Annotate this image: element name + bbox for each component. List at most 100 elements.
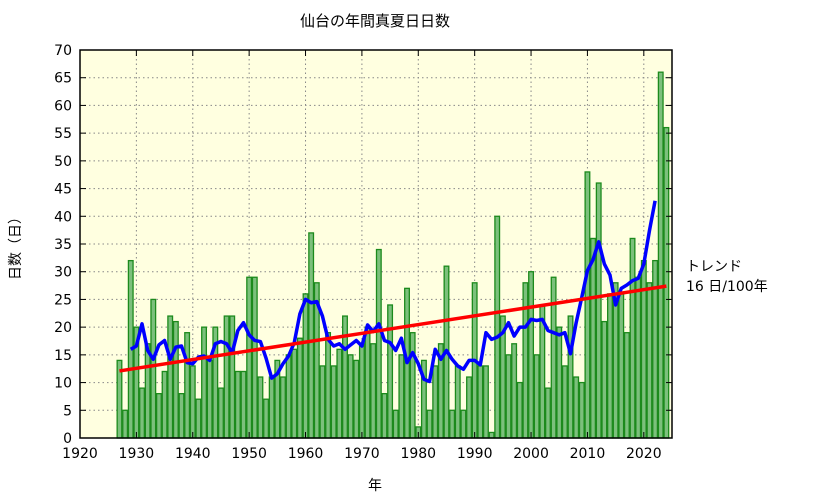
y-tick-label: 40 — [54, 209, 72, 225]
bar — [629, 237, 636, 439]
bar — [663, 126, 670, 439]
bar — [206, 359, 213, 439]
bar — [567, 315, 574, 439]
bar — [155, 393, 162, 439]
x-tick-label: 1970 — [344, 446, 380, 462]
bar — [466, 376, 472, 439]
y-tick-label: 20 — [54, 320, 72, 336]
bar — [229, 315, 236, 439]
bar — [449, 409, 456, 439]
bar — [454, 365, 461, 439]
x-tick-label: 1980 — [400, 446, 436, 462]
bar — [217, 387, 224, 439]
bar — [590, 237, 597, 439]
bar — [544, 387, 551, 439]
bar — [601, 320, 608, 439]
trend-rate-label: 16 日/100年 — [686, 279, 768, 295]
bar — [528, 271, 535, 439]
bar — [375, 248, 382, 439]
bar — [347, 354, 354, 439]
bar — [223, 315, 230, 439]
x-axis-label: 年 — [368, 478, 382, 494]
bar — [330, 365, 337, 439]
bar — [251, 276, 258, 439]
y-tick-label: 10 — [54, 376, 72, 392]
bar — [595, 182, 602, 439]
bar — [308, 232, 315, 439]
x-tick-label: 1930 — [119, 446, 155, 462]
bar — [280, 376, 286, 439]
bar — [550, 276, 557, 439]
bar — [336, 348, 343, 439]
bar — [319, 365, 326, 439]
y-tick-label: 15 — [54, 348, 72, 364]
bar — [358, 343, 365, 439]
bar — [387, 304, 394, 439]
bar — [364, 326, 371, 439]
chart-title: 仙台の年間真夏日日数 — [300, 12, 450, 30]
trend-line — [119, 284, 667, 373]
y-tick-label: 45 — [54, 182, 72, 198]
bar — [607, 293, 613, 439]
moving-average-line — [129, 200, 657, 384]
y-tick-label: 70 — [54, 43, 72, 59]
bar — [533, 354, 540, 439]
bar — [505, 354, 512, 439]
bar — [302, 293, 309, 439]
bar — [370, 343, 377, 439]
bar — [296, 337, 303, 439]
bar — [234, 370, 241, 439]
bar — [161, 370, 168, 439]
bar — [144, 343, 151, 439]
bar — [392, 409, 399, 439]
y-tick-label: 0 — [63, 431, 72, 447]
bar — [561, 365, 568, 439]
bar — [201, 326, 208, 439]
bar — [488, 431, 495, 439]
bar — [516, 381, 523, 439]
x-tick-label: 2020 — [626, 446, 662, 462]
bar — [635, 276, 642, 439]
bar — [640, 259, 647, 439]
y-tick-label: 30 — [54, 265, 72, 281]
y-tick-label: 55 — [54, 126, 72, 142]
bar — [584, 171, 591, 439]
bar — [381, 393, 388, 439]
bar — [189, 365, 196, 439]
bar — [172, 320, 179, 439]
bar — [657, 71, 664, 439]
x-tick-label: 1990 — [457, 446, 493, 462]
bar — [482, 365, 489, 439]
y-tick-labels: 0 5 10 15 20 25 30 35 40 45 50 55 60 65 70 — [54, 43, 72, 447]
bar — [150, 298, 157, 439]
x-tick-label: 1920 — [62, 446, 98, 462]
bar — [460, 409, 467, 439]
x-tick-label: 1950 — [231, 446, 267, 462]
bar — [646, 282, 653, 439]
bar — [398, 354, 405, 439]
y-tick-label: 65 — [54, 71, 72, 87]
bar — [257, 376, 264, 439]
bar — [623, 332, 630, 439]
bar — [122, 409, 129, 439]
bar — [426, 409, 433, 439]
bar — [167, 315, 174, 439]
y-tick-label: 35 — [54, 237, 72, 253]
bar — [353, 359, 360, 439]
bar — [268, 376, 275, 439]
x-tick-label: 2000 — [513, 446, 549, 462]
bar — [184, 332, 191, 439]
trend-label: トレンド — [686, 259, 742, 275]
y-tick-label: 5 — [63, 403, 72, 419]
x-tick-label: 1960 — [288, 446, 324, 462]
x-tick-labels: 1920 1930 1940 1950 1960 1970 1980 1990 2000 2010… — [62, 446, 661, 462]
bar — [477, 365, 484, 439]
bar — [285, 354, 292, 439]
bar — [618, 293, 625, 439]
bar — [578, 381, 585, 439]
bar — [139, 387, 145, 439]
y-tick-label: 50 — [54, 154, 72, 170]
bar — [291, 348, 298, 439]
bar — [556, 326, 563, 439]
